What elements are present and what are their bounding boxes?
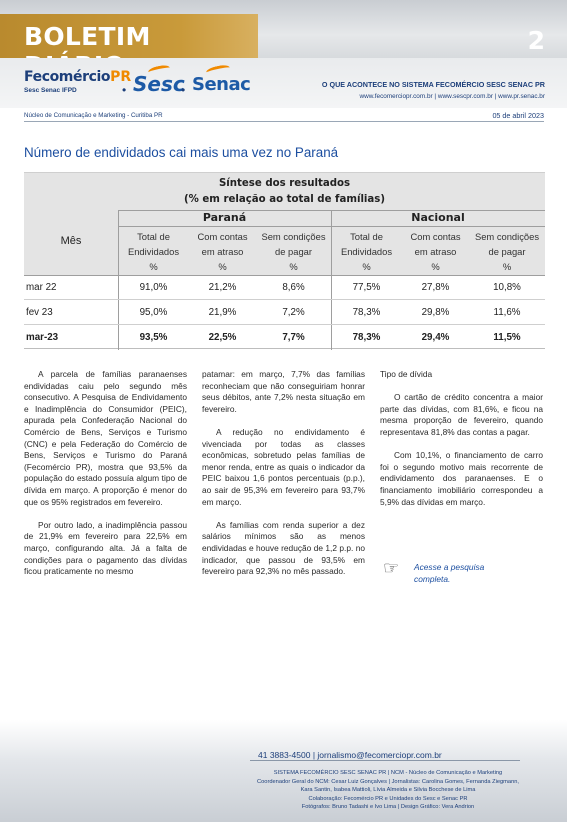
text-column-3: Tipo de dívida O cartão de crédito conce…: [380, 369, 543, 520]
column-header-line: Total de: [137, 231, 170, 242]
column-header-line: em atraso: [414, 246, 457, 257]
column-header-line: Endividados: [127, 246, 180, 257]
table-rule: [24, 275, 545, 276]
table-row-label: mar 22: [26, 282, 57, 293]
footer-credits: SISTEMA FECOMÉRCIO SESC SENAC PR | NCM -…: [228, 769, 548, 812]
page-number: 2: [527, 26, 545, 55]
table-row-label: mar-23: [26, 332, 59, 343]
group-nacional: Nacional: [411, 211, 465, 224]
table-cell: 78,3%: [352, 332, 381, 343]
credit-line: Colaboração: Fecomércio PR e Unidades do…: [308, 795, 468, 802]
table-cell: 8,6%: [282, 282, 305, 293]
table-title: Síntese dos resultados: [218, 178, 351, 189]
column-header: Sem condições de pagar %: [469, 229, 545, 274]
issue-date: 05 de abril 2023: [492, 111, 544, 120]
footer-band: [0, 720, 567, 822]
table-rule: [331, 210, 332, 350]
separator-dot: •: [122, 83, 127, 97]
table-cell: 93,5%: [139, 332, 168, 343]
column-header-unit: %: [218, 261, 227, 272]
column-header-line: Com contas: [197, 231, 248, 242]
senac-logo: Senac: [192, 74, 251, 95]
column-header-line: Sem condições: [474, 231, 540, 242]
column-header-line: de pagar: [488, 246, 526, 257]
table-header: [24, 173, 545, 275]
column-header-line: Com contas: [410, 231, 461, 242]
paragraph: As famílias com renda superior a dez sal…: [202, 519, 365, 577]
text-column-1: A parcela de famílias paranaenses endivi…: [24, 369, 187, 589]
survey-link[interactable]: Acesse a pesquisa completa.: [414, 561, 484, 585]
table-rule: [24, 324, 545, 325]
paragraph: A redução no endividamento é vivenciada …: [202, 426, 365, 507]
table-rule: [118, 210, 119, 350]
paragraph: Com 10,1%, o financiamento de carro foi …: [380, 450, 543, 507]
separator-dot: •: [181, 83, 186, 97]
paragraph: A parcela de famílias paranaenses endivi…: [24, 369, 187, 507]
table-cell: 29,4%: [421, 332, 450, 343]
table-cell: 91,0%: [139, 282, 168, 293]
column-header-line: Endividados: [340, 246, 393, 257]
column-header-unit: %: [502, 261, 512, 272]
fecomercio-logo: FecomércioPR Sesc Senac IFPD: [24, 68, 131, 94]
table-cell: 77,5%: [352, 282, 381, 293]
table-cell: 7,2%: [282, 307, 305, 318]
table-cell: 21,9%: [208, 307, 237, 318]
paragraph: Por outro lado, a inadimplência passou d…: [24, 519, 187, 577]
column-header-unit: %: [431, 261, 440, 272]
column-header: Total de Endividados %: [118, 229, 189, 274]
column-header: Total de Endividados %: [331, 229, 402, 274]
table-cell: 21,2%: [208, 282, 237, 293]
boletim-title-bar: BOLETIM DIÁRIO: [0, 14, 258, 80]
credit-line: Kara Santin, Isabea Mattioli, Lívia Alme…: [300, 787, 476, 794]
fecomercio-logo-pr: PR: [110, 69, 132, 85]
text-column-2: patamar: em março, 7,7% das famílias rec…: [202, 369, 365, 589]
websites-link[interactable]: www.fecomerciopr.com.br | www.sescpr.com…: [359, 93, 545, 100]
table-cell: 11,6%: [493, 307, 521, 318]
table-cell: 7,7%: [282, 332, 305, 343]
column-header: Com contas em atraso %: [189, 229, 256, 274]
fecomercio-logo-text: Fecomércio: [24, 69, 111, 85]
results-table: Síntese dos resultados (% em relação ao …: [24, 172, 545, 350]
column-header-unit: %: [289, 261, 298, 272]
subheader-rule: Núcleo de Comunicação e Marketing - Curi…: [24, 110, 544, 122]
table-cell: 22,5%: [208, 332, 237, 343]
group-parana: Paraná: [202, 211, 247, 224]
section-heading: Tipo de dívida: [380, 369, 433, 379]
table-cell: 78,3%: [352, 307, 381, 318]
column-header-line: Sem condições: [261, 231, 326, 242]
fecomercio-logo-sub: Sesc Senac IFPD: [24, 87, 77, 94]
credit-line: Fotógrafos: Bruno Tadashi e Ivo Lima | D…: [301, 804, 475, 811]
column-header-unit: %: [149, 261, 158, 272]
column-header-line: de pagar: [274, 246, 312, 257]
table-cell: 27,8%: [421, 282, 450, 293]
table-cell: 10,8%: [493, 282, 521, 293]
table-cell: 95,0%: [139, 307, 168, 318]
column-header-line: em atraso: [201, 246, 244, 257]
article-title: Número de endividados cai mais uma vez n…: [24, 145, 339, 160]
logo-band: [0, 58, 567, 108]
pointing-hand-icon: ☞: [383, 558, 400, 578]
sesc-logo: Sesc: [133, 72, 185, 96]
credit-line: SISTEMA FECOMÉRCIO SESC SENAC PR | NCM -…: [273, 770, 503, 776]
column-header-unit: %: [362, 261, 371, 272]
survey-link-line[interactable]: completa.: [414, 574, 451, 584]
credit-line: Coordenador Geral do NCM: Cesar Luiz Gon…: [257, 778, 519, 785]
row-header-mes: Mês: [60, 235, 82, 247]
footer-rule: [250, 760, 520, 761]
table-subtitle: (% em relação ao total de famílias): [183, 194, 386, 205]
department-label: Núcleo de Comunicação e Marketing - Curi…: [24, 112, 163, 119]
table-row-label: fev 23: [26, 307, 53, 318]
table-rule: [24, 299, 545, 300]
column-header-line: Total de: [350, 231, 383, 242]
column-header: Com contas em atraso %: [402, 229, 469, 274]
table-cell: 29,8%: [421, 307, 450, 318]
tagline: O QUE ACONTECE NO SISTEMA FECOMÉRCIO SES…: [321, 80, 545, 89]
column-header: Sem condições de pagar %: [256, 229, 331, 274]
survey-link-line[interactable]: Acesse a pesquisa: [414, 562, 485, 572]
tagline-block: O QUE ACONTECE NO SISTEMA FECOMÉRCIO SES…: [322, 80, 545, 100]
footer-contact: 41 3883-4500 | jornalismo@fecomerciopr.c…: [258, 750, 442, 760]
paragraph: O cartão de crédito concentra a maior pa…: [380, 392, 543, 437]
table-cell: 11,5%: [493, 332, 521, 343]
paragraph: patamar: em março, 7,7% das famílias rec…: [202, 369, 365, 414]
